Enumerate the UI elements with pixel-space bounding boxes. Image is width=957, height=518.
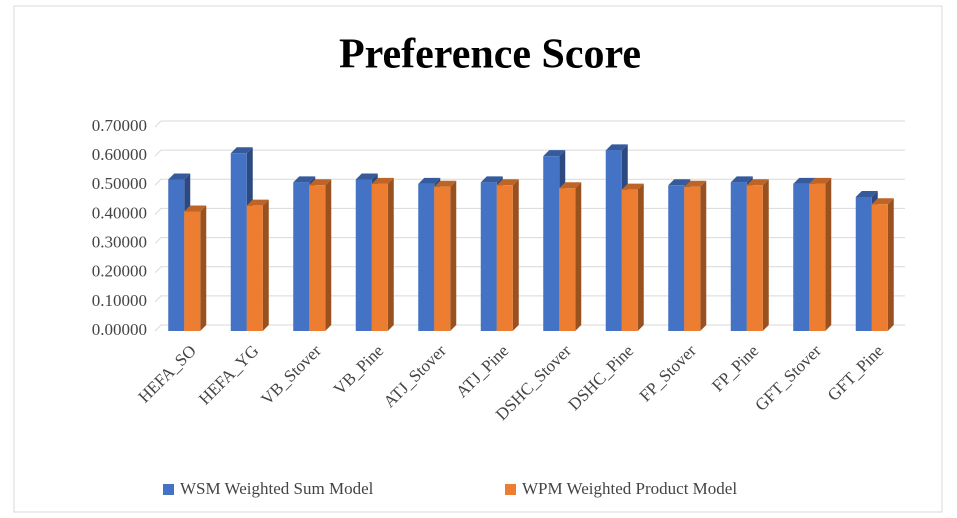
y-tick-label: 0.60000 — [92, 145, 147, 164]
bar — [746, 185, 763, 331]
bar — [684, 186, 701, 331]
grid-line — [154, 324, 905, 332]
bar-top — [793, 177, 816, 184]
bar-top — [418, 177, 441, 184]
grid-line — [154, 237, 905, 244]
bar-top — [605, 144, 628, 151]
y-tick-label: 0.10000 — [92, 291, 147, 310]
bar-top — [434, 180, 457, 187]
y-tick-label: 0.50000 — [92, 174, 147, 193]
bar-side — [887, 198, 894, 331]
bar-top — [730, 176, 753, 183]
bar — [230, 153, 247, 331]
bar — [418, 183, 435, 331]
bar-side — [700, 180, 707, 331]
bar — [371, 183, 388, 331]
bar — [496, 185, 513, 331]
bar — [855, 196, 872, 331]
bar-top — [809, 177, 832, 184]
grid-line — [154, 295, 905, 303]
bar — [480, 182, 497, 331]
bar — [184, 211, 201, 331]
bar-side — [512, 179, 519, 331]
legend-swatch — [163, 484, 174, 495]
bar — [309, 185, 326, 331]
bar-top — [355, 173, 378, 180]
grid-line — [154, 178, 905, 186]
bar-top — [855, 190, 878, 197]
legend-label: WSM Weighted Sum Model — [180, 479, 374, 498]
bar — [809, 183, 826, 331]
bar — [434, 186, 451, 331]
bar-top — [543, 150, 566, 157]
bar-top — [293, 176, 316, 183]
grid-line — [154, 149, 905, 157]
bar-top — [168, 173, 191, 180]
bar-top — [668, 179, 691, 186]
bar-top — [184, 205, 207, 212]
y-tick-label: 0.40000 — [92, 203, 147, 222]
bar — [793, 183, 810, 331]
bar-top — [746, 179, 769, 186]
bar-side — [637, 183, 644, 331]
bar — [605, 150, 622, 331]
grid-line — [154, 266, 905, 274]
bar-side — [450, 180, 457, 331]
bar — [621, 189, 638, 331]
bar-top — [230, 147, 253, 154]
bar-top — [684, 180, 707, 187]
bar-top — [871, 198, 894, 205]
legend-swatch — [505, 484, 516, 495]
bar-side — [825, 177, 832, 331]
y-tick-label: 0.70000 — [92, 116, 147, 135]
bar — [293, 182, 310, 331]
bar — [730, 182, 747, 331]
y-tick-label: 0.30000 — [92, 232, 147, 251]
bar-top — [371, 177, 394, 184]
y-tick-label: 0.20000 — [92, 262, 147, 281]
bar-side — [762, 179, 769, 331]
bar-top — [621, 183, 644, 190]
bar-top — [559, 182, 582, 189]
bar — [246, 205, 263, 331]
bar — [543, 156, 560, 331]
chart-title: Preference Score — [339, 32, 641, 78]
bar-side — [575, 182, 582, 331]
grid-line — [154, 120, 905, 128]
bar-top — [246, 199, 269, 206]
bar — [355, 179, 372, 331]
bar-side — [200, 205, 207, 331]
y-tick-label: 0.00000 — [92, 320, 147, 339]
bar-top — [496, 179, 519, 186]
bar — [168, 179, 185, 331]
bar-top — [309, 179, 332, 186]
bar — [559, 188, 576, 331]
bar-top — [480, 176, 503, 183]
bar-side — [387, 177, 394, 331]
legend-label: WPM Weighted Product Model — [522, 479, 737, 498]
bar — [871, 204, 888, 331]
bar-side — [325, 179, 332, 331]
grid-line — [154, 207, 905, 215]
bar — [668, 185, 685, 331]
bar-side — [262, 199, 269, 331]
